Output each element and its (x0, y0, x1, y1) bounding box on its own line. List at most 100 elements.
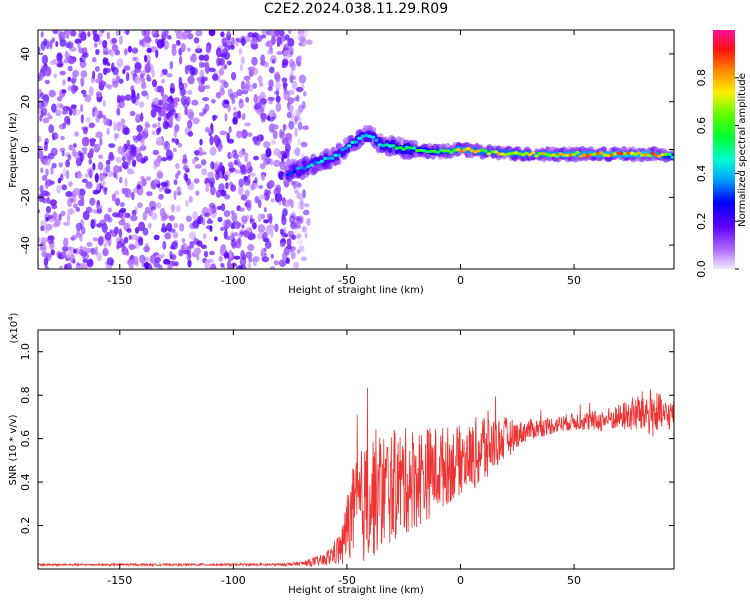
signal-peak (626, 151, 631, 155)
noise-blob (252, 257, 258, 267)
noise-blob (196, 44, 201, 52)
noise-blob (88, 169, 93, 179)
noise-blob (70, 30, 77, 37)
noise-blob (219, 130, 227, 136)
signal-peak (473, 150, 478, 154)
noise-blob (200, 76, 206, 85)
noise-blob (127, 45, 133, 53)
noise-blob (134, 76, 142, 85)
noise-blob (111, 193, 116, 202)
colorbar-tick-label: 0.6 (695, 117, 708, 135)
noise-blob (77, 150, 82, 157)
noise-blob (119, 35, 123, 45)
signal-peak (391, 144, 396, 148)
x-tick-label: 50 (567, 274, 581, 287)
noise-blob (95, 131, 103, 139)
noise-blob (294, 118, 298, 125)
noise-blob (291, 234, 297, 240)
noise-blob (182, 31, 188, 40)
noise-blob (131, 234, 139, 241)
noise-blob (194, 164, 202, 169)
noise-blob (238, 232, 243, 239)
noise-blob (215, 171, 220, 181)
snr-x-axis-label: Height of straight line (km) (288, 585, 424, 596)
noise-blob (81, 262, 87, 269)
noise-blob (164, 232, 172, 240)
noise-blob (33, 69, 37, 77)
noise-blob (152, 149, 160, 156)
y-tick-label: -20 (19, 188, 32, 206)
signal-peak (462, 148, 468, 152)
noise-blob (275, 186, 281, 195)
noise-blob (173, 103, 178, 109)
signal-peak (381, 144, 386, 148)
y-tick-label: 40 (19, 47, 32, 61)
noise-blob (51, 37, 56, 43)
noise-blob (249, 166, 253, 173)
signal-core (403, 149, 409, 155)
noise-blob (207, 258, 214, 263)
noise-blob (38, 235, 40, 245)
noise-blob (257, 224, 266, 233)
noise-blob (65, 191, 73, 197)
y-tick-label: 0.6 (19, 430, 32, 448)
noise-blob (220, 83, 225, 92)
noise-blob (202, 97, 210, 102)
spectrogram-panel: -150 -100 -50 0 50 -40 -20 0 20 40 Height of str… (8, 29, 675, 296)
signal-peak (459, 149, 464, 153)
noise-blob (111, 37, 117, 44)
noise-blob (195, 30, 203, 37)
noise-blob (303, 91, 307, 97)
noise-blob (118, 228, 123, 239)
noise-blob (73, 203, 78, 209)
noise-blob (167, 35, 172, 40)
signal-peak (398, 146, 403, 150)
noise-blob (56, 96, 63, 102)
noise-blob (300, 256, 307, 262)
signal-peak (548, 153, 553, 157)
noise-blob (137, 202, 143, 209)
noise-blob (185, 215, 192, 223)
noise-blob (141, 90, 148, 97)
noise-blob (236, 114, 242, 119)
noise-blob (153, 261, 160, 268)
noise-blob (254, 102, 262, 110)
noise-blob (42, 117, 50, 124)
noise-blob (53, 73, 57, 79)
noise-blob (196, 240, 203, 247)
noise-blob (43, 157, 52, 166)
noise-blob (301, 100, 306, 110)
noise-blob (281, 252, 288, 260)
noise-blob (207, 171, 215, 179)
noise-blob (40, 220, 47, 227)
noise-blob (231, 212, 238, 222)
noise-blob (40, 167, 44, 174)
signal-peak (377, 143, 382, 147)
noise-blob (108, 151, 114, 161)
signal-peak (531, 151, 536, 155)
noise-blob (114, 226, 119, 235)
signal-peak (432, 149, 437, 153)
noise-blob (70, 85, 77, 92)
noise-blob (229, 249, 233, 259)
noise-blob (306, 217, 311, 226)
noise-blob (143, 261, 150, 269)
signal-peak (302, 167, 308, 171)
noise-blob (216, 205, 222, 210)
noise-blob (112, 66, 119, 76)
signal-peak (663, 152, 669, 156)
noise-blob (40, 237, 48, 244)
noise-blob (77, 199, 84, 207)
noise-blob (178, 82, 184, 91)
noise-blob (103, 117, 109, 126)
noise-blob (134, 226, 140, 234)
noise-blob (270, 253, 274, 259)
noise-blob (85, 116, 91, 123)
noise-blob (187, 131, 194, 137)
noise-blob (75, 222, 83, 231)
noise-blob (198, 84, 206, 93)
noise-blob (158, 111, 166, 117)
noise-blob (66, 262, 72, 269)
noise-blob (76, 229, 81, 235)
noise-blob (116, 121, 122, 132)
